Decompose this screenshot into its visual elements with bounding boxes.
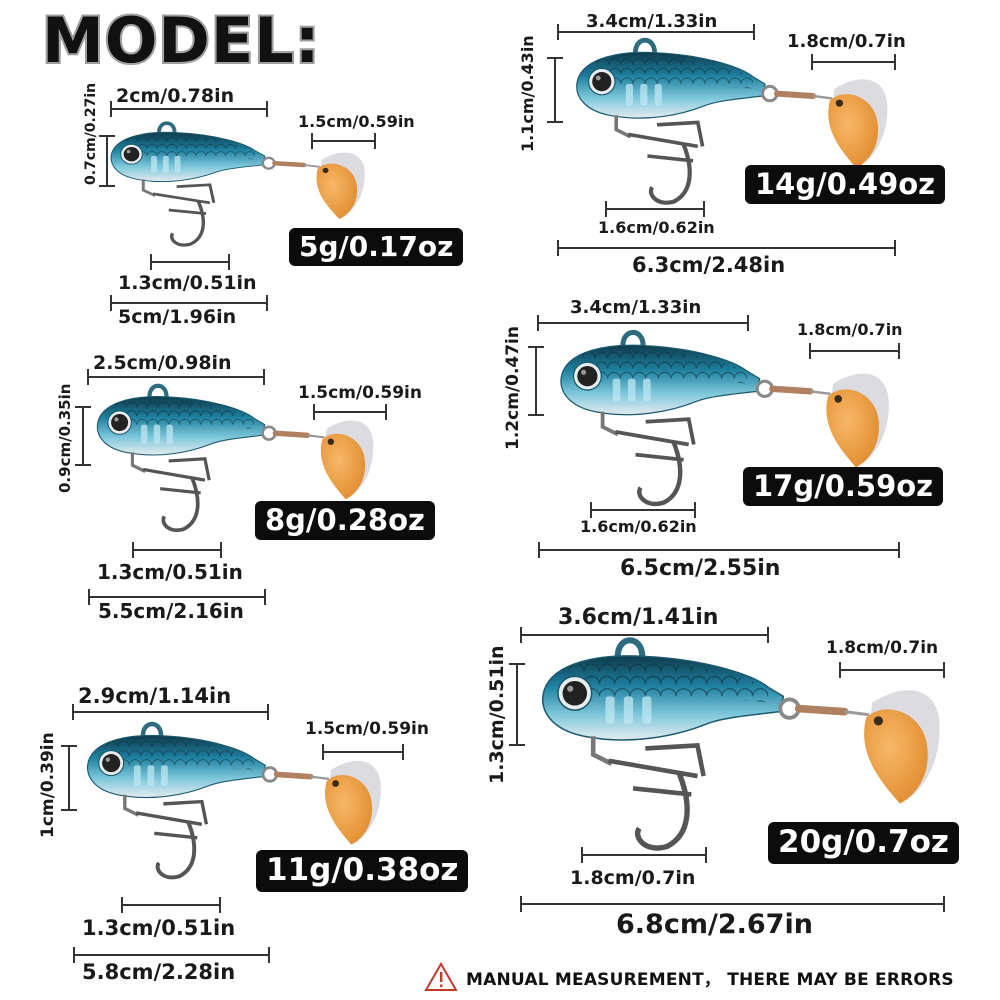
height-line xyxy=(99,135,115,187)
total-length-line xyxy=(88,589,266,605)
weight-badge: 17g/0.59oz xyxy=(743,467,944,507)
warning-text: MANUAL MEASUREMENT， THERE MAY BE ERRORS xyxy=(466,969,954,990)
hook-line xyxy=(121,897,221,913)
blade-label: 1.8cm/0.7in xyxy=(797,320,903,339)
hook-label: 1.6cm/0.62in xyxy=(598,218,715,237)
body-length-label: 3.4cm/1.33in xyxy=(570,297,702,318)
total-length-label: 6.8cm/2.67in xyxy=(616,909,813,940)
body-length-line xyxy=(557,24,755,40)
hook-label: 1.3cm/0.51in xyxy=(82,916,236,940)
height-line xyxy=(75,406,91,466)
body-length-line xyxy=(537,315,749,331)
hook-line xyxy=(605,201,705,217)
height-line xyxy=(509,663,525,746)
body-length-line xyxy=(110,101,268,117)
page-title: MODEL: xyxy=(40,2,322,79)
hook-line xyxy=(132,542,222,558)
blade-line xyxy=(313,404,387,420)
total-length-label: 5.8cm/2.28in xyxy=(82,960,236,984)
hook-line xyxy=(581,847,707,863)
blade-line xyxy=(322,744,404,760)
blade-line xyxy=(811,54,896,70)
total-length-line xyxy=(520,896,945,912)
weight-badge: 14g/0.49oz xyxy=(745,165,946,205)
total-length-label: 6.3cm/2.48in xyxy=(632,253,786,277)
blade-label: 1.8cm/0.7in xyxy=(787,31,906,52)
hook-line xyxy=(150,254,230,270)
total-length-label: 5.5cm/2.16in xyxy=(98,599,244,623)
blade-line xyxy=(809,343,900,359)
body-length-label: 2cm/0.78in xyxy=(116,85,235,107)
body-length-line xyxy=(72,704,269,720)
body-length-label: 3.4cm/1.33in xyxy=(586,11,718,32)
measurement-warning: MANUAL MEASUREMENT， THERE MAY BE ERRORS xyxy=(424,962,954,992)
body-length-line xyxy=(87,369,265,385)
height-label: 1.2cm/0.47in xyxy=(503,326,523,450)
weight-badge: 11g/0.38oz xyxy=(256,850,469,892)
height-line xyxy=(547,57,563,123)
weight-badge: 20g/0.7oz xyxy=(768,822,959,864)
total-length-label: 5cm/1.96in xyxy=(118,306,237,328)
total-length-line xyxy=(73,947,270,963)
warning-triangle-icon xyxy=(424,962,458,991)
height-label: 0.9cm/0.35in xyxy=(56,383,74,493)
hook-label: 1.3cm/0.51in xyxy=(118,272,257,294)
hook-label: 1.6cm/0.62in xyxy=(580,517,697,536)
height-label: 1.3cm/0.51in xyxy=(486,645,508,784)
weight-badge: 5g/0.17oz xyxy=(289,228,464,267)
total-length-line xyxy=(557,240,896,256)
height-label: 1.1cm/0.43in xyxy=(518,35,537,152)
height-line xyxy=(528,346,544,416)
blade-line xyxy=(311,133,376,149)
body-length-label: 3.6cm/1.41in xyxy=(558,605,719,630)
body-length-label: 2.5cm/0.98in xyxy=(93,352,232,374)
total-length-line xyxy=(538,542,900,558)
hook-label: 1.3cm/0.51in xyxy=(97,560,243,584)
height-label: 1cm/0.39in xyxy=(38,732,58,838)
hook-label: 1.8cm/0.7in xyxy=(570,867,696,889)
hook-line xyxy=(590,502,696,518)
height-line xyxy=(61,745,77,811)
body-length-line xyxy=(520,627,769,643)
blade-label: 1.5cm/0.59in xyxy=(298,112,415,131)
height-label: 0.7cm/0.27in xyxy=(83,82,99,185)
body-length-label: 2.9cm/1.14in xyxy=(78,684,232,708)
blade-label: 1.5cm/0.59in xyxy=(305,719,429,739)
total-length-label: 6.5cm/2.55in xyxy=(620,556,781,581)
blade-label: 1.8cm/0.7in xyxy=(826,638,939,658)
total-length-line xyxy=(110,295,268,311)
blade-line xyxy=(839,662,945,678)
weight-badge: 8g/0.28oz xyxy=(255,501,435,541)
blade-label: 1.5cm/0.59in xyxy=(298,383,422,403)
